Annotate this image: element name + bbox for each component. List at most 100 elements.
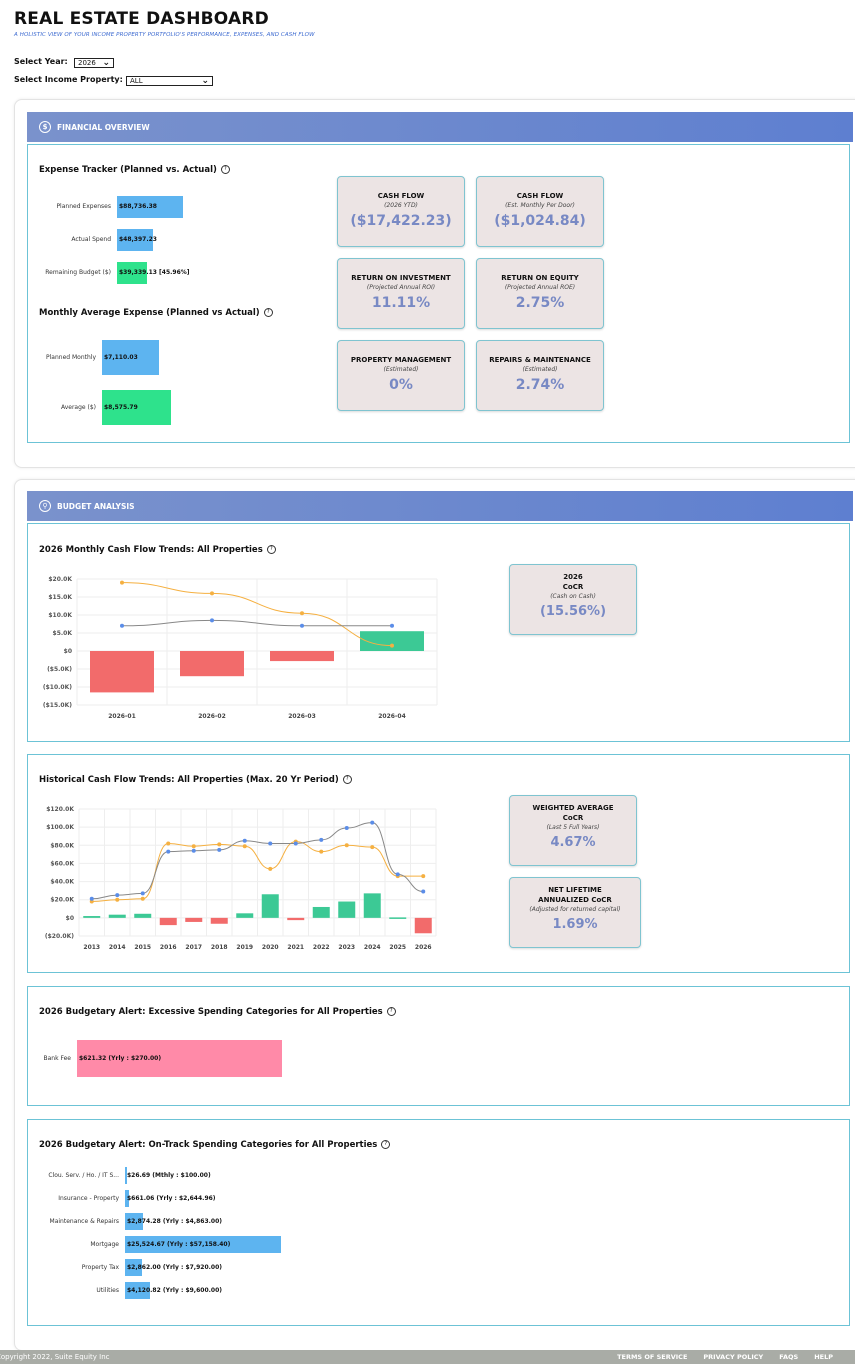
bar[interactable] [287, 917, 305, 921]
bar[interactable] [360, 631, 424, 651]
data-point[interactable] [268, 866, 273, 871]
info-icon[interactable]: ? [263, 308, 273, 317]
cocr-card-sub: (Cash on Cash) [550, 593, 596, 600]
data-point[interactable] [300, 623, 304, 628]
kpi-subtitle: (Projected Annual ROE) [504, 284, 576, 291]
data-point[interactable] [191, 848, 196, 853]
bar[interactable] [90, 651, 154, 693]
bar[interactable] [108, 914, 126, 918]
bar[interactable] [117, 262, 148, 284]
bar[interactable] [77, 1040, 282, 1077]
kpi-subtitle: (Est. Monthly Per Door) [505, 202, 575, 209]
page-subtitle: A HOLISTIC VIEW OF YOUR INCOME PROPERTY … [14, 32, 315, 38]
bar[interactable] [159, 917, 177, 926]
data-point[interactable] [344, 843, 349, 848]
data-point[interactable] [210, 591, 214, 596]
bar-value: $2,874.28 (Yrly : $4,863.00) [127, 1217, 222, 1225]
data-point[interactable] [344, 826, 349, 831]
data-point[interactable] [191, 844, 196, 849]
kpi-value: ($17,422.23) [350, 213, 452, 229]
data-point[interactable] [421, 889, 426, 894]
bar[interactable] [210, 917, 228, 924]
data-point[interactable] [140, 896, 145, 901]
data-point[interactable] [395, 872, 400, 877]
data-point[interactable] [120, 580, 124, 585]
y-tick-label: $5.0K [53, 630, 73, 637]
bar-value: $621.32 (Yrly : $270.00) [79, 1054, 162, 1062]
footer-link-privacy[interactable]: PRIVACY POLICY [703, 1353, 764, 1361]
bar[interactable] [125, 1282, 151, 1299]
bar-value: $4,120.82 (Yrly : $9,600.00) [127, 1286, 222, 1294]
property-select[interactable]: ALL ⌄ [126, 76, 213, 86]
bar[interactable] [180, 651, 244, 677]
bar-label: Actual Spend [71, 236, 111, 243]
bar[interactable] [312, 906, 330, 918]
bar[interactable] [125, 1259, 143, 1276]
data-point[interactable] [166, 841, 171, 846]
bar[interactable] [102, 340, 160, 375]
data-point[interactable] [217, 847, 222, 852]
bar[interactable] [363, 893, 381, 918]
data-point[interactable] [242, 844, 247, 849]
data-point[interactable] [140, 891, 145, 896]
data-point[interactable] [268, 841, 273, 846]
data-point[interactable] [89, 896, 94, 901]
x-tick-label: 2013 [83, 944, 100, 951]
monthly-cashflow-chart: $20.0K $15.0K $10.0K $5.0K $0 ($5.0K) ($10.0K)… [43, 576, 438, 720]
bar[interactable] [389, 917, 407, 919]
data-point[interactable] [370, 820, 375, 825]
data-point[interactable] [319, 849, 324, 854]
kpi-value: 2.74% [515, 377, 565, 393]
kpi-card: CASH FLOW (Est. Monthly Per Door) ($1,024.… [476, 176, 604, 247]
historical-trends-title: Historical Cash Flow Trends: All Propert… [39, 775, 352, 785]
data-point[interactable] [319, 837, 324, 842]
y-tick-label: $20.0K [48, 576, 72, 583]
data-point[interactable] [370, 845, 375, 850]
info-icon[interactable]: ? [266, 545, 276, 554]
data-point[interactable] [210, 618, 214, 623]
bar[interactable] [261, 894, 279, 918]
data-point[interactable] [120, 623, 124, 628]
info-icon[interactable]: ? [381, 1140, 391, 1149]
footer-copyright: Copyright 2022, Suite Equity Inc [0, 1353, 110, 1361]
bar[interactable] [414, 917, 432, 934]
footer-link-help[interactable]: HELP [814, 1353, 833, 1361]
footer-link-terms[interactable]: TERMS OF SERVICE [617, 1353, 688, 1361]
data-point[interactable] [390, 643, 394, 648]
year-select[interactable]: 2026 ⌄ [74, 58, 114, 68]
data-point[interactable] [293, 841, 298, 846]
info-icon[interactable]: ? [342, 775, 352, 784]
bar[interactable] [134, 913, 152, 918]
data-point[interactable] [115, 897, 120, 902]
data-point[interactable] [300, 611, 304, 616]
data-point[interactable] [421, 874, 426, 879]
weighted-cocr-l1: WEIGHTED AVERAGE [532, 804, 614, 812]
y-tick-label: $60.0K [50, 860, 74, 867]
bar-label: Planned Expenses [56, 203, 111, 210]
bar[interactable] [125, 1167, 127, 1184]
bar[interactable] [125, 1213, 143, 1230]
data-point[interactable] [390, 623, 394, 628]
bar[interactable] [236, 913, 254, 918]
bar[interactable] [117, 229, 153, 251]
bar[interactable] [125, 1190, 130, 1207]
property-select-value: ALL [130, 77, 143, 85]
bar[interactable] [125, 1236, 281, 1253]
kpi-subtitle: (Estimated) [522, 366, 558, 373]
info-icon[interactable]: ? [386, 1007, 396, 1016]
bar[interactable] [117, 196, 183, 218]
bar-label: Average ($) [60, 403, 96, 411]
data-point[interactable] [115, 893, 120, 898]
bar[interactable] [185, 917, 203, 922]
chevron-down-icon: ⌄ [201, 75, 209, 86]
data-point[interactable] [166, 849, 171, 854]
kpi-subtitle: (Estimated) [383, 366, 419, 373]
data-point[interactable] [217, 842, 222, 847]
bar[interactable] [338, 901, 356, 918]
bar[interactable] [83, 916, 101, 918]
data-point[interactable] [242, 838, 247, 843]
bar[interactable] [270, 651, 334, 662]
bar[interactable] [102, 390, 171, 425]
footer-link-faqs[interactable]: FAQS [779, 1353, 799, 1361]
info-icon[interactable]: ? [220, 165, 230, 174]
